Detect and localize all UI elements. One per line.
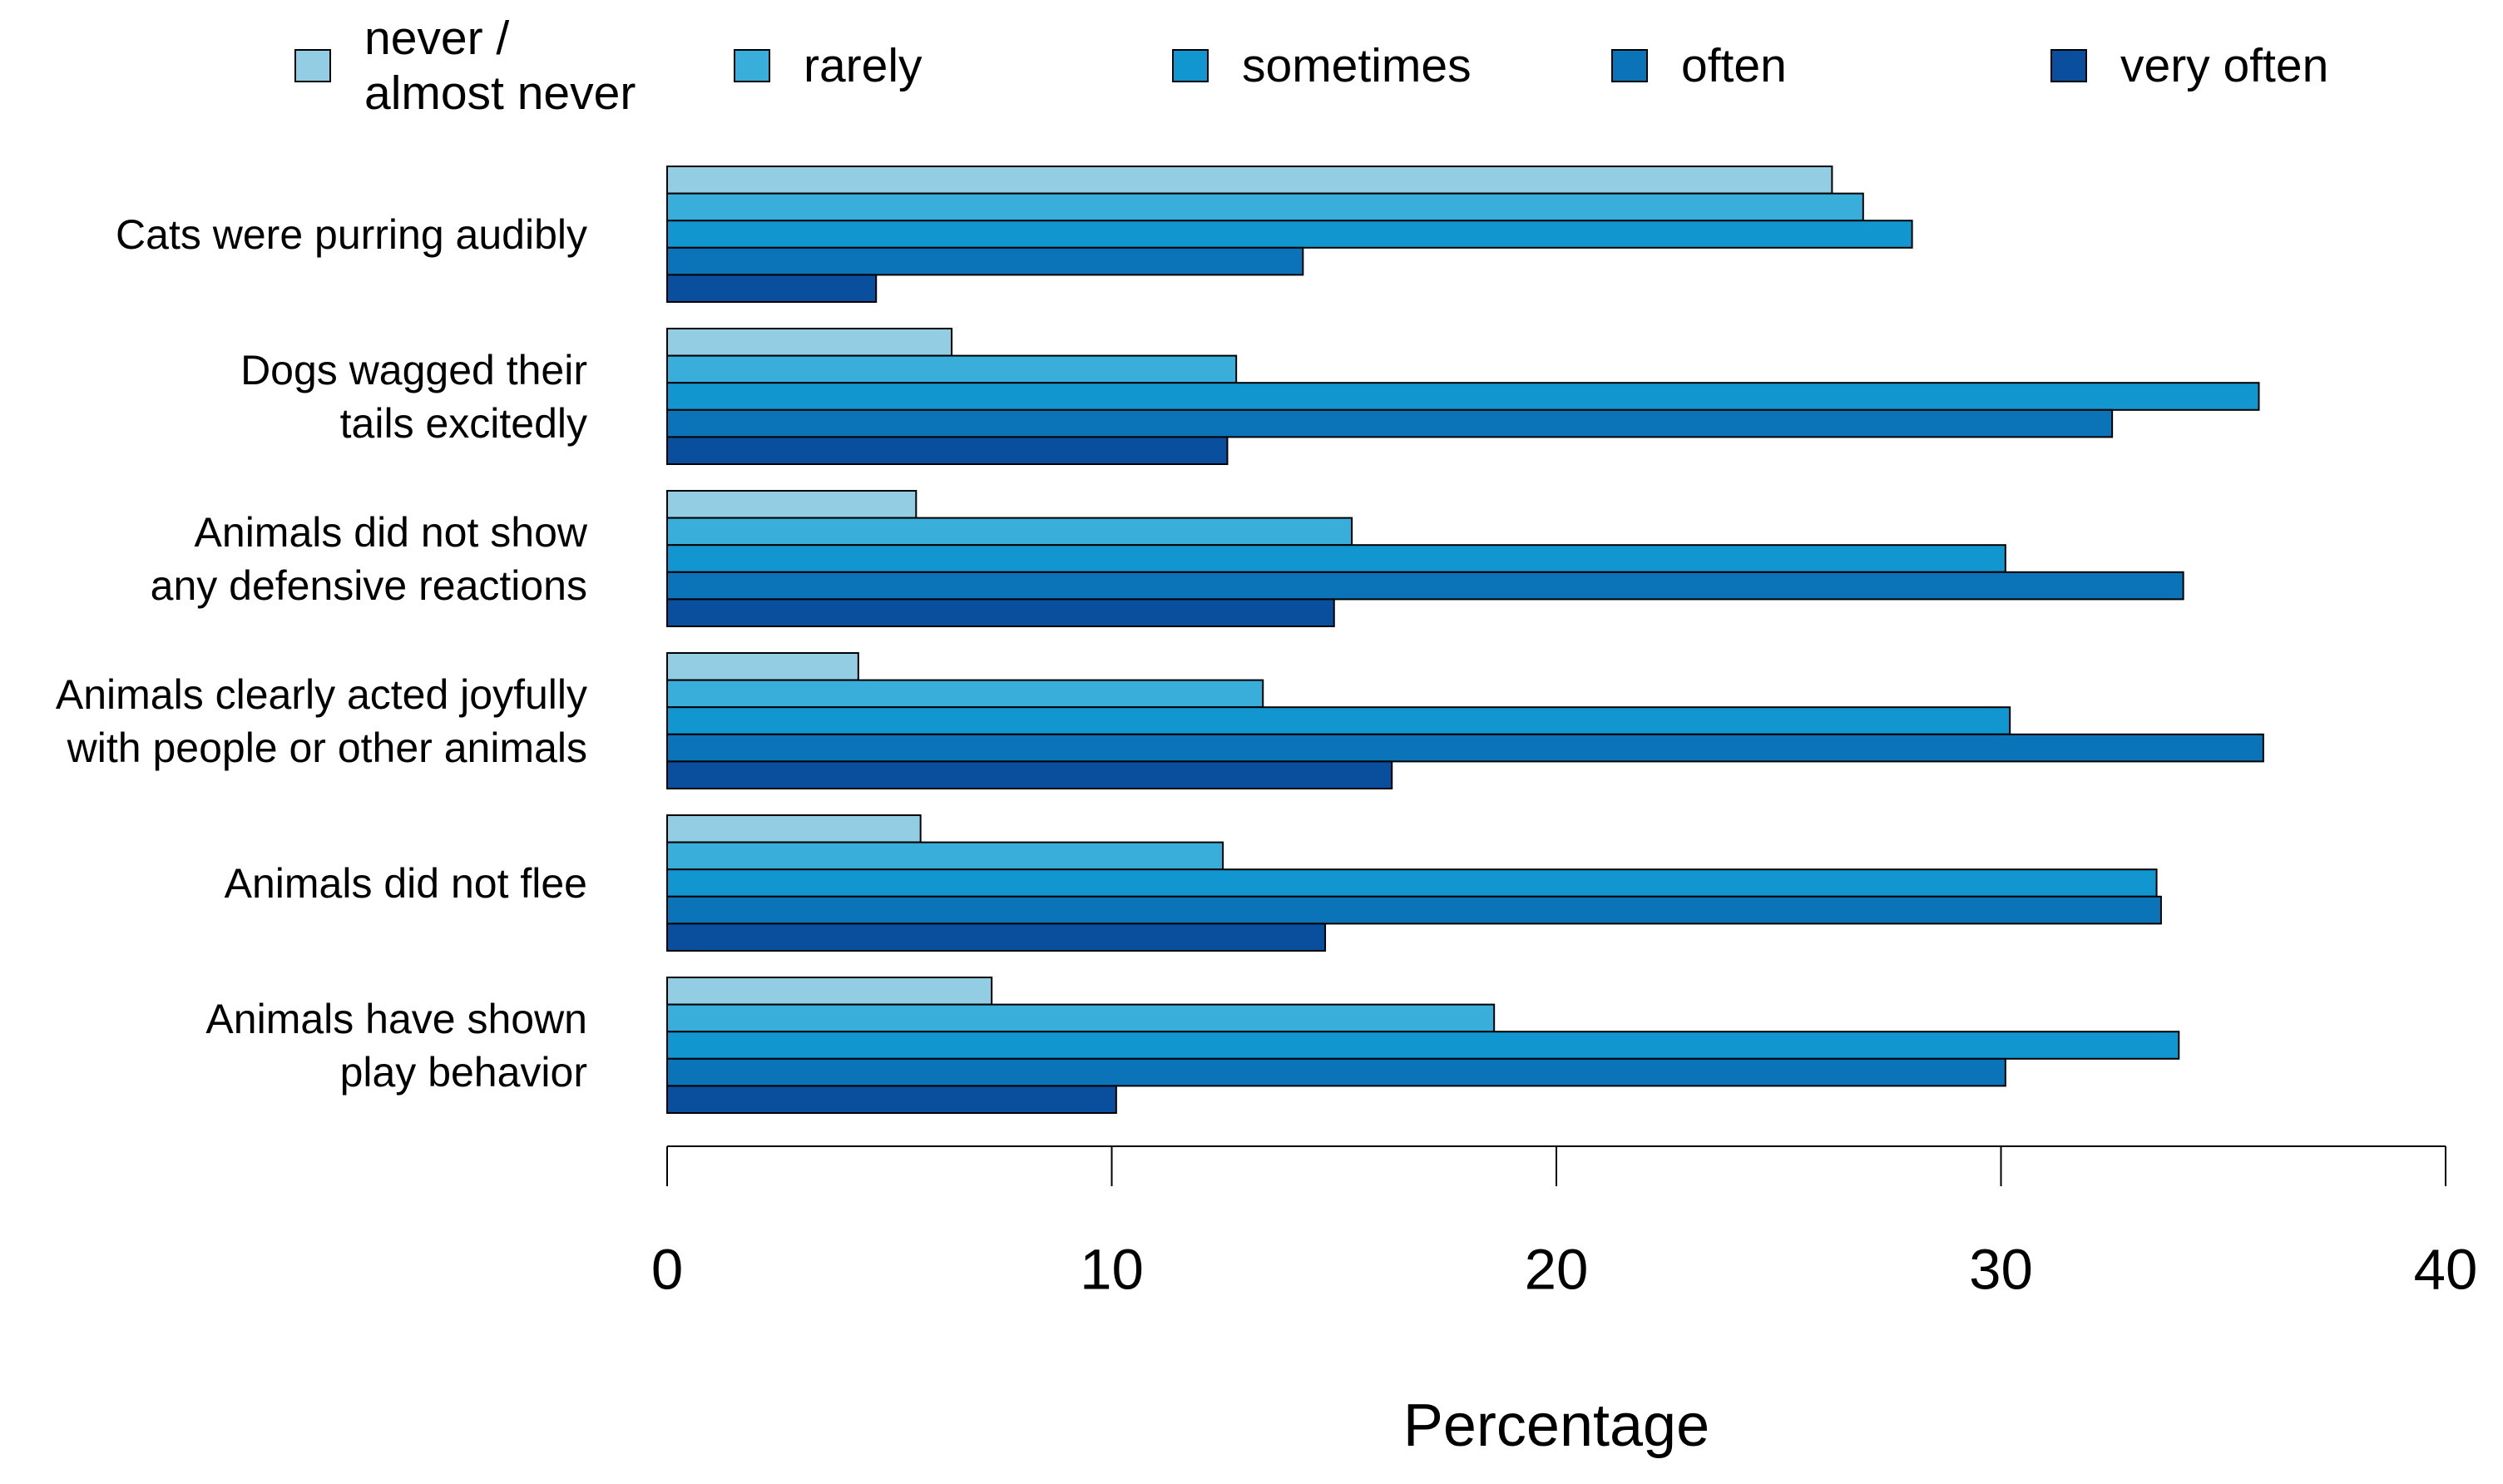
y-tick-label: Animals have shown play behavior <box>205 995 587 1096</box>
legend-label: sometimes <box>1242 39 1472 92</box>
bar <box>666 382 2260 411</box>
x-tick-label: 10 <box>1080 1237 1144 1302</box>
legend-label: never / almost never <box>364 12 636 120</box>
y-tick-label: Animals did not show any defensive react… <box>150 508 587 609</box>
bar <box>666 571 2184 601</box>
bar <box>666 895 2162 925</box>
bar <box>666 354 1238 384</box>
bar <box>666 598 1335 628</box>
bar <box>666 246 1304 276</box>
legend-label: rarely <box>804 39 923 92</box>
bar <box>666 760 1393 790</box>
legend-swatch <box>1611 49 1648 82</box>
bar <box>666 706 2011 735</box>
bar <box>666 679 1264 709</box>
x-tick-label: 20 <box>1524 1237 1589 1302</box>
x-tick-label: 30 <box>1969 1237 2033 1302</box>
bar <box>666 328 953 357</box>
bar <box>666 544 2006 573</box>
bar <box>666 166 1833 195</box>
bar <box>666 274 878 303</box>
bar <box>666 1057 2006 1087</box>
bar <box>666 841 1224 871</box>
bar <box>666 220 1913 249</box>
bar <box>666 814 922 843</box>
x-tick-label: 0 <box>650 1237 684 1302</box>
y-tick-label: Cats were purring audibly <box>116 210 587 258</box>
bar <box>666 1031 2180 1060</box>
bar <box>666 517 1353 547</box>
y-tick-label: Animals did not flee <box>224 859 587 907</box>
x-tick-label: 40 <box>2413 1237 2478 1302</box>
bar <box>666 1085 1117 1115</box>
legend-swatch <box>294 49 331 82</box>
legend-swatch <box>734 49 770 82</box>
bar <box>666 1003 1496 1033</box>
y-tick-label: Animals clearly acted joyfully with peop… <box>55 670 587 771</box>
legend-swatch <box>1172 49 1209 82</box>
bar <box>666 977 993 1006</box>
bar <box>666 408 2114 438</box>
bar <box>666 868 2158 898</box>
bar <box>666 490 918 519</box>
bar <box>666 192 1864 222</box>
y-tick-label: Dogs wagged their tails excitedly <box>240 346 587 447</box>
bar <box>666 436 1229 466</box>
bar <box>666 652 859 681</box>
legend-swatch <box>2050 49 2087 82</box>
bar <box>666 733 2264 763</box>
legend-label: very often <box>2120 39 2329 92</box>
legend-label: often <box>1681 39 1787 92</box>
bar <box>666 923 1327 952</box>
x-axis-title: Percentage <box>1402 1392 1710 1459</box>
